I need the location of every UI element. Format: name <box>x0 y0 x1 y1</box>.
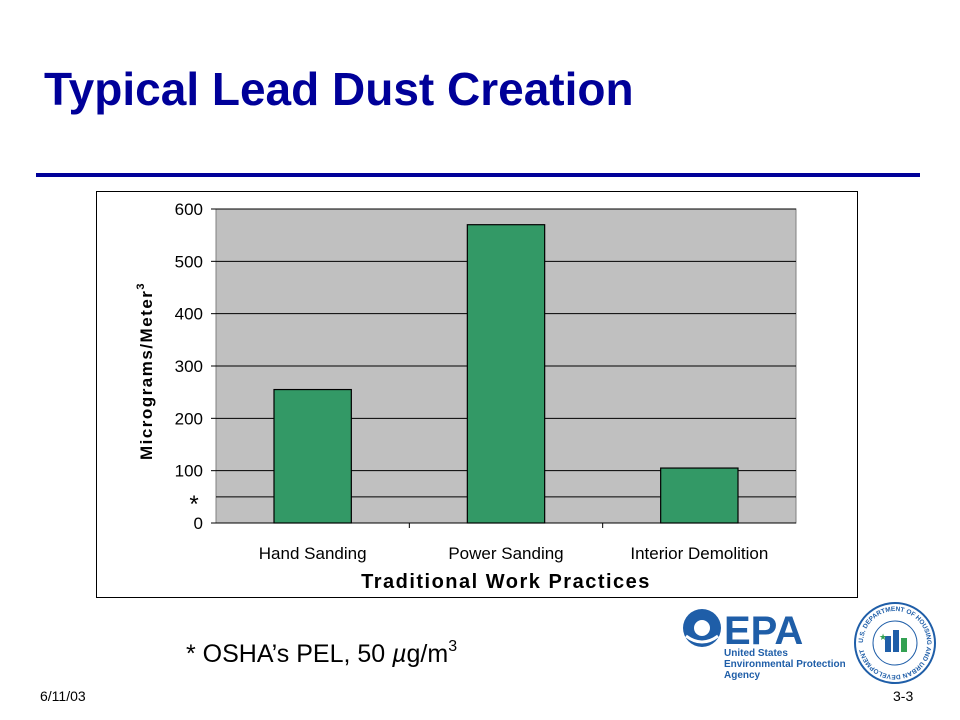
bar <box>660 467 739 524</box>
x-axis-labels: Hand Sanding Power Sanding Interior Demoli… <box>259 523 768 563</box>
y-tick-label: 300 <box>175 357 203 376</box>
y-tick-label: 600 <box>175 200 203 219</box>
footnote-unit: g/m <box>406 640 449 668</box>
footnote-prefix: * OSHA’s PEL, 50 <box>186 640 393 668</box>
y-axis-label-superscript: 3 <box>135 282 147 290</box>
bar <box>273 388 352 524</box>
svg-text:★: ★ <box>879 633 887 643</box>
x-tick-label: Interior Demolition <box>630 544 768 563</box>
footnote: * OSHA’s PEL, 50 µg/m3 <box>186 638 458 669</box>
y-tick-label: 400 <box>175 305 203 324</box>
y-tick-label: 0 <box>194 514 203 533</box>
x-tick-label: Hand Sanding <box>259 544 367 563</box>
y-axis-label-text: Micrograms/Meter <box>137 290 156 460</box>
page-number: 3-3 <box>893 688 914 704</box>
y-axis-label: Micrograms/Meter3 <box>135 282 156 460</box>
epa-line-1: United States <box>724 648 788 659</box>
bars-group <box>273 224 739 524</box>
footnote-mu: µ <box>392 640 407 668</box>
slide-title: Typical Lead Dust Creation <box>44 63 634 115</box>
x-axis-label: Traditional Work Practices <box>361 571 651 593</box>
epa-flower-icon <box>683 609 721 647</box>
x-tick-label: Power Sanding <box>448 544 563 563</box>
y-tick-label: 100 <box>175 462 203 481</box>
footnote-exponent: 3 <box>448 638 458 655</box>
bar-chart: 0 100 200 300 400 500 600 Hand Sanding Power Sa… <box>135 200 797 593</box>
hud-building-icon: ★ <box>879 630 907 652</box>
hud-seal: U.S. DEPARTMENT OF HOUSING AND URBAN DEV… <box>854 602 936 684</box>
bar <box>466 224 546 524</box>
epa-line-3: Agency <box>724 670 761 681</box>
epa-logo: EPA United States Environmental Protecti… <box>683 609 845 681</box>
y-axis-ticks: 0 100 200 300 400 500 600 <box>175 200 216 533</box>
y-tick-label: 500 <box>175 252 203 271</box>
epa-line-2: Environmental Protection <box>724 659 845 670</box>
title-divider <box>36 173 920 177</box>
reference-marker: * <box>189 491 198 518</box>
y-tick-label: 200 <box>175 409 203 428</box>
epa-wordmark: EPA <box>724 609 803 653</box>
svg-text:United States Environmenta: United States Environmental Protection A… <box>724 648 845 681</box>
footer-date: 6/11/03 <box>40 688 86 704</box>
